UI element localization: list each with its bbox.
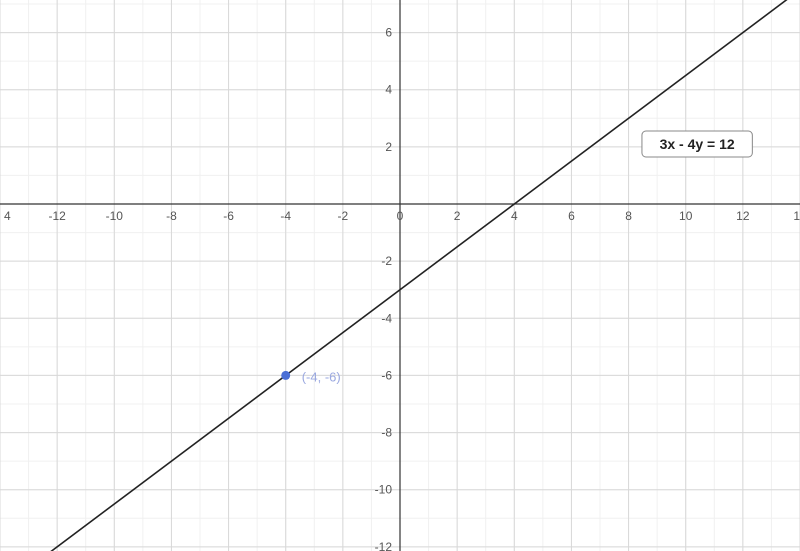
x-tick-label: -8 — [166, 209, 177, 223]
y-tick-label: 6 — [385, 26, 392, 40]
x-tick-label: 6 — [568, 209, 575, 223]
x-tick-label: 4 — [511, 209, 518, 223]
y-tick-label: -8 — [381, 426, 392, 440]
x-tick-label: -4 — [280, 209, 291, 223]
x-tick-label: 14 — [793, 209, 800, 223]
point-label: (-4, -6) — [302, 369, 341, 384]
x-tick-label: -6 — [223, 209, 234, 223]
x-tick-label: -12 — [48, 209, 66, 223]
x-tick-label: -2 — [338, 209, 349, 223]
y-tick-label: -12 — [375, 540, 393, 551]
graph-svg: 4 -12 -10 -8 -6 -4 -2 0 2 4 6 8 10 12 14 6 4 2 -2 -4 -6 -8 -10… — [0, 0, 800, 551]
x-tick-label: 12 — [736, 209, 750, 223]
y-tick-label: 4 — [385, 83, 392, 97]
coordinate-graph: 4 -12 -10 -8 -6 -4 -2 0 2 4 6 8 10 12 14 6 4 2 -2 -4 -6 -8 -10… — [0, 0, 800, 551]
y-tick-label: -10 — [375, 483, 393, 497]
x-tick-label: 0 — [397, 209, 404, 223]
x-tick-label: 8 — [625, 209, 632, 223]
x-tick-label: 10 — [679, 209, 693, 223]
x-tick-label: 2 — [454, 209, 461, 223]
y-tick-label: -2 — [381, 254, 392, 268]
plotted-point — [281, 371, 290, 380]
x-tick-label: 4 — [4, 209, 11, 223]
y-tick-label: -6 — [381, 368, 392, 382]
y-tick-label: -4 — [381, 311, 392, 325]
equation-label-box: 3x - 4y = 12 — [642, 131, 752, 157]
y-tick-label: 2 — [385, 140, 392, 154]
equation-text: 3x - 4y = 12 — [660, 136, 735, 152]
x-tick-label: -10 — [106, 209, 124, 223]
